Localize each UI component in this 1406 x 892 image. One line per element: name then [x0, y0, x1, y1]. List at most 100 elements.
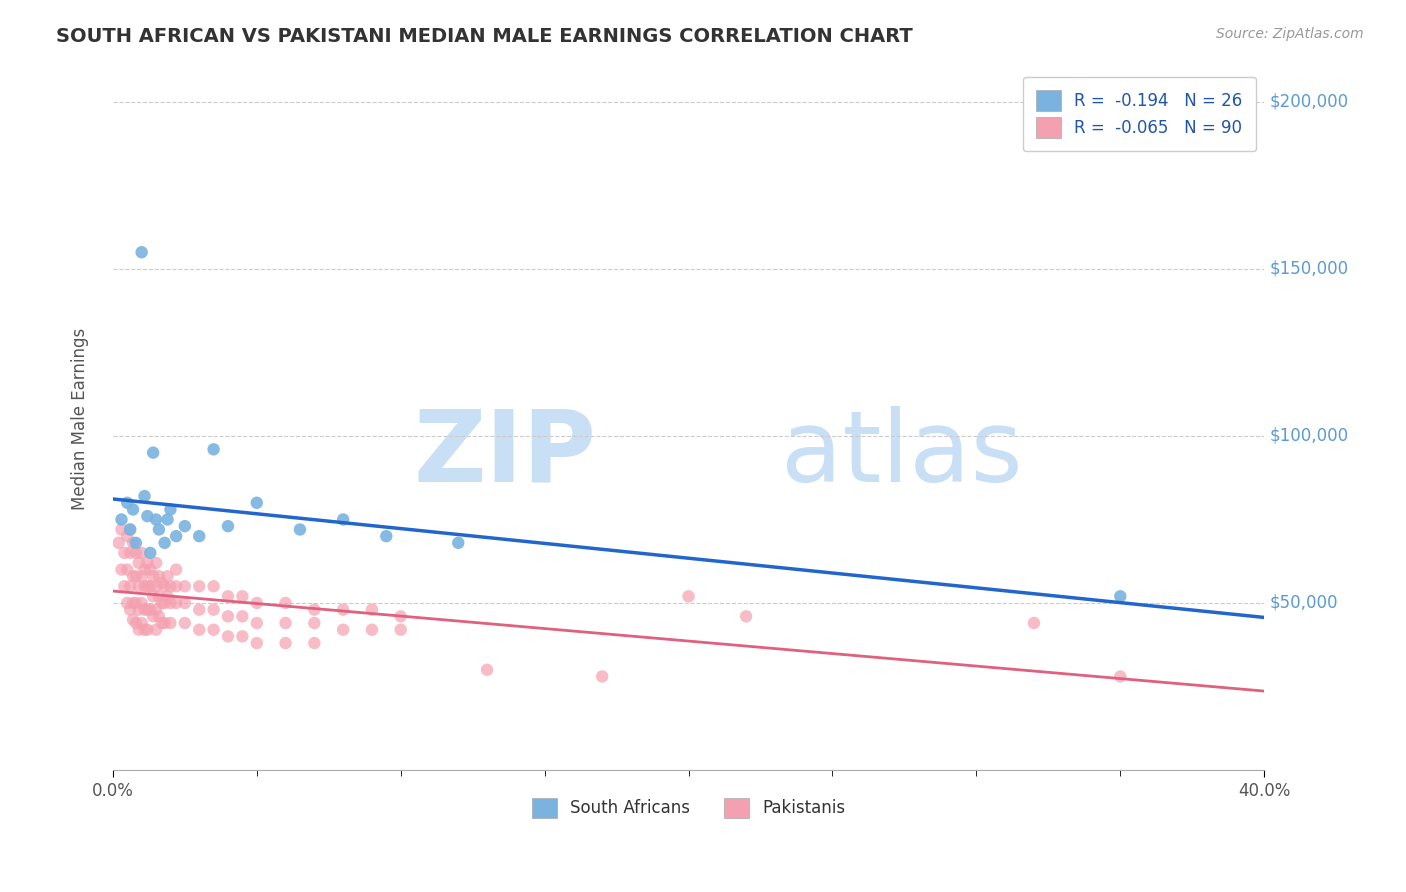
Text: $200,000: $200,000 — [1270, 93, 1350, 111]
Point — [159, 615, 181, 630]
Point — [145, 623, 167, 637]
Point — [145, 556, 167, 570]
Point — [128, 579, 150, 593]
Point — [110, 563, 132, 577]
Point — [159, 596, 181, 610]
Point — [165, 563, 187, 577]
Point — [142, 445, 165, 459]
Point — [125, 569, 148, 583]
Point — [131, 596, 153, 610]
Point — [150, 576, 173, 591]
Text: SOUTH AFRICAN VS PAKISTANI MEDIAN MALE EARNINGS CORRELATION CHART: SOUTH AFRICAN VS PAKISTANI MEDIAN MALE E… — [56, 27, 912, 45]
Point — [131, 546, 153, 560]
Point — [217, 629, 239, 643]
Point — [375, 529, 398, 543]
Point — [142, 609, 165, 624]
Point — [274, 636, 297, 650]
Text: ZIP: ZIP — [413, 406, 596, 503]
Point — [117, 496, 139, 510]
Point — [122, 613, 145, 627]
Point — [188, 579, 211, 593]
Point — [120, 602, 142, 616]
Point — [131, 569, 153, 583]
Point — [246, 596, 269, 610]
Point — [217, 609, 239, 624]
Point — [332, 623, 354, 637]
Point — [142, 589, 165, 603]
Point — [165, 529, 187, 543]
Point — [1109, 669, 1132, 683]
Point — [145, 579, 167, 593]
Point — [131, 245, 153, 260]
Point — [165, 596, 187, 610]
Point — [120, 523, 142, 537]
Point — [246, 636, 269, 650]
Point — [122, 569, 145, 583]
Point — [136, 602, 159, 616]
Point — [139, 546, 162, 560]
Point — [131, 615, 153, 630]
Point — [125, 546, 148, 560]
Text: $100,000: $100,000 — [1270, 427, 1350, 445]
Point — [188, 602, 211, 616]
Point — [173, 596, 195, 610]
Point — [120, 546, 142, 560]
Point — [332, 512, 354, 526]
Point — [134, 489, 156, 503]
Point — [136, 623, 159, 637]
Point — [145, 602, 167, 616]
Point — [591, 669, 613, 683]
Point — [125, 615, 148, 630]
Point — [475, 663, 498, 677]
Point — [153, 615, 176, 630]
Point — [122, 596, 145, 610]
Point — [112, 579, 135, 593]
Point — [110, 523, 132, 537]
Point — [159, 502, 181, 516]
Point — [288, 523, 311, 537]
Point — [361, 602, 384, 616]
Y-axis label: Median Male Earnings: Median Male Earnings — [72, 328, 89, 510]
Point — [150, 596, 173, 610]
Point — [153, 579, 176, 593]
Point — [1109, 589, 1132, 603]
Point — [332, 602, 354, 616]
Point — [136, 579, 159, 593]
Point — [134, 602, 156, 616]
Point — [231, 629, 253, 643]
Point — [134, 579, 156, 593]
Point — [153, 596, 176, 610]
Point — [361, 623, 384, 637]
Point — [173, 519, 195, 533]
Point — [159, 579, 181, 593]
Point — [217, 589, 239, 603]
Point — [148, 589, 170, 603]
Point — [304, 602, 326, 616]
Point — [735, 609, 758, 624]
Point — [389, 623, 412, 637]
Point — [156, 589, 179, 603]
Point — [136, 556, 159, 570]
Point — [202, 623, 225, 637]
Point — [304, 615, 326, 630]
Point — [117, 529, 139, 543]
Point — [136, 509, 159, 524]
Point — [110, 512, 132, 526]
Point — [274, 596, 297, 610]
Point — [304, 636, 326, 650]
Point — [134, 623, 156, 637]
Point — [148, 609, 170, 624]
Point — [117, 596, 139, 610]
Legend: South Africans, Pakistanis: South Africans, Pakistanis — [526, 791, 852, 825]
Point — [156, 512, 179, 526]
Point — [156, 569, 179, 583]
Point — [165, 579, 187, 593]
Point — [128, 556, 150, 570]
Point — [389, 609, 412, 624]
Point — [231, 589, 253, 603]
Point — [120, 579, 142, 593]
Point — [173, 615, 195, 630]
Text: atlas: atlas — [780, 406, 1022, 503]
Point — [274, 615, 297, 630]
Point — [139, 602, 162, 616]
